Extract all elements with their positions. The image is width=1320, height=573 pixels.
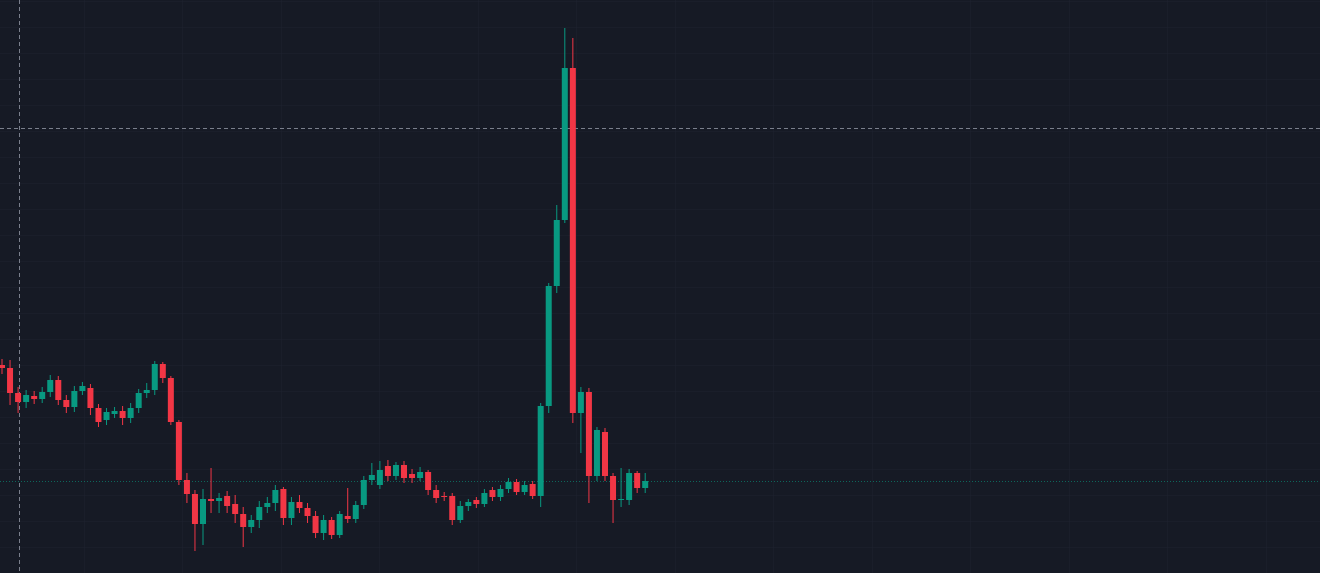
candle-body <box>610 476 617 500</box>
candle-body <box>111 411 118 414</box>
candle-body <box>47 380 54 392</box>
candle-body <box>167 378 174 422</box>
candle-body <box>296 502 303 508</box>
candle-body <box>593 430 600 476</box>
candle-body <box>256 507 263 520</box>
candle-body <box>425 472 432 490</box>
candle-body <box>119 411 126 418</box>
candle-body <box>135 393 142 408</box>
candle-body <box>417 472 424 478</box>
candle-body <box>304 508 311 516</box>
candle-body <box>103 412 110 420</box>
candle-body <box>392 465 399 476</box>
candle-body <box>521 485 528 492</box>
candle-body <box>497 489 504 497</box>
candle-body <box>409 474 416 478</box>
candle-body <box>312 516 319 533</box>
candle-body <box>71 391 78 407</box>
candle-body <box>433 490 440 498</box>
candle-body <box>336 514 343 535</box>
candles <box>0 28 649 551</box>
candle-body <box>288 502 295 518</box>
candle-body <box>87 388 94 408</box>
candle-body <box>553 220 560 286</box>
candle-body <box>585 392 592 476</box>
candle-body <box>489 490 496 497</box>
candle-body <box>384 466 391 476</box>
candle-body <box>151 364 158 390</box>
candle-body <box>280 489 287 518</box>
candle-body <box>248 520 255 527</box>
candle-body <box>143 390 150 393</box>
candle-body <box>626 473 633 500</box>
candle-body <box>15 393 22 402</box>
candle-body <box>602 432 608 476</box>
candle-body <box>31 396 38 399</box>
candle-body <box>232 504 239 514</box>
candle-body <box>352 505 359 519</box>
candle-body <box>473 500 480 504</box>
candle-body <box>529 484 536 496</box>
candle-body <box>127 408 134 418</box>
candle-body <box>39 392 46 399</box>
candle-body <box>175 422 182 480</box>
candle-body <box>481 493 488 504</box>
candle-body <box>7 368 14 393</box>
candle-body <box>79 386 86 391</box>
candle-body <box>642 481 649 488</box>
candle-body <box>23 395 30 402</box>
candle-body <box>513 482 520 492</box>
candle-body <box>208 499 215 501</box>
candle-body <box>344 516 351 519</box>
candle-body <box>376 470 383 485</box>
candle-body <box>401 465 407 478</box>
candle-body <box>368 475 375 480</box>
candle-body <box>618 499 625 500</box>
candle-body <box>272 490 279 503</box>
candle-body <box>537 406 544 496</box>
candle-body <box>441 496 448 497</box>
candle-body <box>55 380 62 400</box>
candle-body <box>449 496 456 520</box>
candle-body <box>561 68 568 220</box>
candle-body <box>95 408 102 422</box>
candle-body <box>320 520 327 533</box>
candle-body <box>569 68 576 413</box>
candle-body <box>465 502 472 506</box>
candle-body <box>457 506 464 520</box>
candle-body <box>577 392 584 413</box>
candle-body <box>159 364 166 378</box>
candle-body <box>545 286 552 406</box>
candle-body <box>224 496 231 506</box>
candle-body <box>360 480 367 505</box>
candle-body <box>183 480 190 494</box>
candle-body <box>216 498 223 501</box>
candle-body <box>191 494 198 524</box>
candle-body <box>200 499 206 524</box>
candle-body <box>63 400 70 407</box>
candle-body <box>240 514 247 527</box>
candle-body <box>264 503 271 507</box>
candle-body <box>505 482 512 489</box>
candle-body <box>634 473 641 488</box>
candle-body <box>0 365 5 368</box>
candle-body <box>328 520 335 535</box>
